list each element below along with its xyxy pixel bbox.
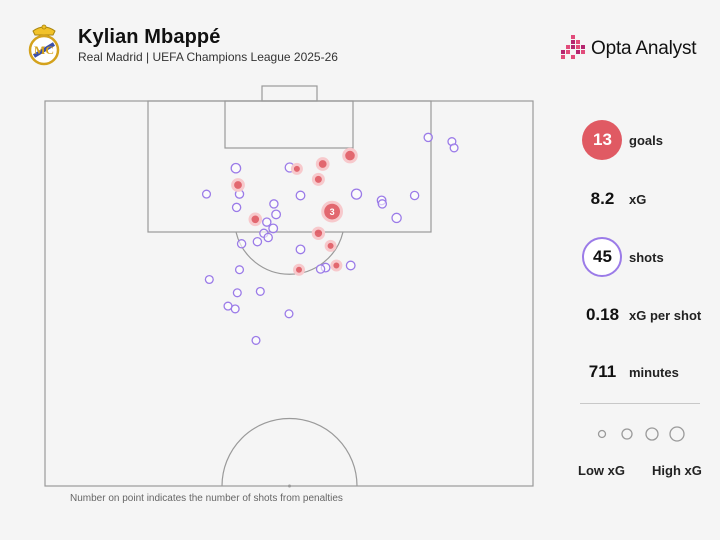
stat-value: 711 (588, 362, 617, 381)
centre-spot (288, 484, 291, 488)
legend-high-label: High xG (652, 463, 702, 478)
real-madrid-crest-icon: MC (28, 24, 60, 66)
shot-point (315, 264, 326, 274)
opta-analyst-logo: Opta Analyst (561, 34, 711, 66)
stat-shots: 45 shots (575, 237, 715, 277)
legend-size-small (597, 429, 607, 439)
goal-point (342, 147, 358, 164)
shot-point (262, 217, 272, 227)
stat-value: 8.2 (590, 189, 615, 208)
stat-label: goals (629, 133, 663, 148)
shot-point (284, 309, 294, 319)
stat-label: shots (629, 250, 664, 265)
shot-point (230, 304, 240, 314)
page-title: Kylian Mbappé (78, 26, 221, 48)
goal-point (311, 226, 326, 241)
svg-text:MC: MC (34, 43, 54, 57)
xg-size-legend (597, 426, 685, 442)
shot-point (295, 190, 306, 201)
stat-value: 13 (593, 130, 612, 149)
goal-point (324, 239, 337, 252)
stat-xg-per-shot: 0.18 xG per shot (575, 295, 715, 335)
shot-point (268, 223, 279, 234)
shot-marker-icon (582, 237, 622, 277)
stat-label: xG (629, 192, 647, 207)
legend-size-large (645, 427, 659, 441)
shot-point (423, 132, 433, 143)
shots-layer: 3 (201, 132, 459, 345)
goal-marker-icon (582, 120, 622, 160)
goal-point (315, 157, 330, 171)
shot-point (255, 286, 265, 296)
shot-point (201, 189, 212, 199)
stat-label: xG per shot (629, 308, 702, 323)
goal-point (321, 200, 344, 223)
stat-label: minutes (629, 365, 679, 380)
penalty-count-label: 3 (330, 207, 335, 217)
shot-map: 3 (44, 85, 534, 488)
six-yard-box (224, 100, 354, 149)
shot-point (350, 188, 363, 200)
shot-point (271, 209, 282, 220)
page-subtitle: Real Madrid | UEFA Champions League 2025… (78, 50, 338, 64)
goal-point (290, 162, 303, 175)
stat-xg: 8.2 xG (575, 179, 715, 219)
footnote: Number on point indicates the number of … (70, 493, 343, 504)
shot-point (409, 190, 420, 201)
goal-point (231, 178, 245, 192)
centre-circle (221, 417, 358, 487)
shot-point (377, 199, 388, 209)
shot-point (449, 143, 459, 153)
legend-size-medium (621, 428, 633, 440)
stat-value: 45 (593, 247, 612, 266)
legend-size-xlarge (669, 426, 685, 442)
shot-point (232, 288, 242, 298)
shot-point (269, 199, 279, 209)
goal-point (248, 212, 263, 227)
header: MC Kylian Mbappé Real Madrid | UEFA Cham… (0, 0, 720, 80)
penalty-arc (235, 231, 344, 275)
stat-minutes: 711 minutes (575, 352, 715, 392)
pitch-lines (44, 85, 534, 487)
legend-low-label: Low xG (578, 463, 625, 478)
goal-point (330, 259, 343, 272)
shot-point (391, 212, 402, 224)
shot-point (345, 260, 356, 271)
shot-point (263, 232, 273, 243)
brand-name: Opta Analyst (591, 38, 697, 59)
opta-logo-icon (561, 35, 585, 59)
shot-point (295, 244, 306, 255)
shot-point (252, 236, 263, 247)
shot-point (231, 202, 242, 213)
goal-point (293, 263, 305, 276)
goal-point (311, 172, 325, 186)
shot-point (230, 162, 242, 174)
stat-goals: 13 goals (575, 120, 715, 160)
stat-value: 0.18 (585, 305, 620, 324)
shot-point (204, 274, 214, 285)
shot-point (234, 265, 245, 275)
pitch-outline (44, 100, 534, 487)
divider (580, 403, 700, 404)
shot-point (236, 239, 247, 249)
goal-frame (261, 85, 318, 102)
shot-point (251, 335, 261, 345)
